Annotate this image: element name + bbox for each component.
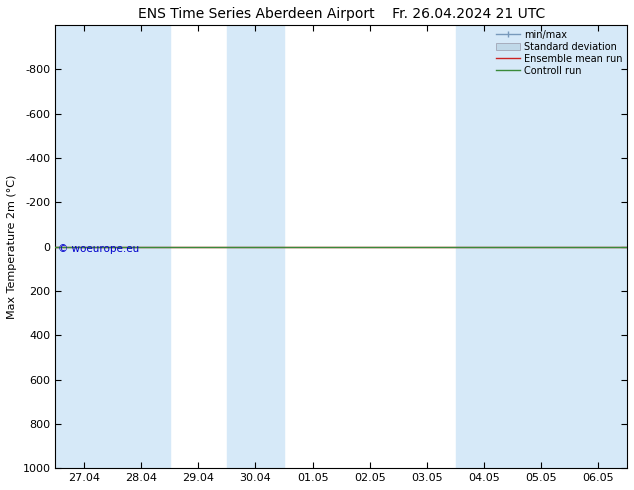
Bar: [513, 25, 570, 468]
Y-axis label: Max Temperature 2m (°C): Max Temperature 2m (°C): [7, 174, 17, 318]
Title: ENS Time Series Aberdeen Airport    Fr. 26.04.2024 21 UTC: ENS Time Series Aberdeen Airport Fr. 26.…: [138, 7, 545, 21]
Text: © woeurope.eu: © woeurope.eu: [58, 245, 139, 254]
Bar: [112, 25, 170, 468]
Bar: [456, 25, 513, 468]
Bar: [227, 25, 284, 468]
Bar: [55, 25, 112, 468]
Bar: [570, 25, 627, 468]
Legend: min/max, Standard deviation, Ensemble mean run, Controll run: min/max, Standard deviation, Ensemble me…: [493, 28, 624, 77]
